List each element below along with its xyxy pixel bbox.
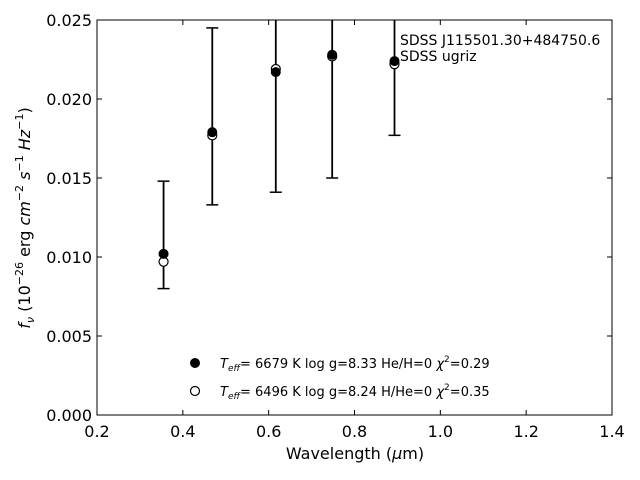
y-tick-label: 0.000 (46, 406, 92, 425)
x-tick-label: 0.6 (256, 422, 281, 441)
legend-marker-filled (190, 358, 200, 368)
model-point-filled (158, 248, 169, 259)
legend-label-2: Teff= 6496 K log g=8.24 H/He=0 χ2=0.35 (220, 383, 490, 402)
annotation-line-1: SDSS J115501.30+484750.6 (400, 33, 600, 49)
plot-frame (96, 19, 613, 416)
y-tick-label: 0.010 (46, 248, 92, 267)
model-point-filled (389, 56, 400, 67)
model-point-filled (327, 49, 338, 60)
x-tick-label: 0.8 (342, 422, 367, 441)
model-point-filled (270, 67, 281, 78)
legend-marker-open (189, 385, 201, 397)
y-tick-label: 0.020 (46, 90, 92, 109)
x-axis-label: Wavelength (μm) (286, 444, 424, 463)
error-bars (157, 20, 401, 290)
legend-label-1: Teff= 6679 K log g=8.33 He/H=0 χ2=0.29 (220, 355, 490, 374)
y-tick-label: 0.025 (46, 11, 92, 30)
y-tick-label: 0.005 (46, 327, 92, 346)
x-tick-label: 0.4 (170, 422, 195, 441)
model-point-filled (207, 127, 218, 138)
annotation-line-2: SDSS ugriz (400, 49, 477, 65)
legend: Teff= 6679 K log g=8.33 He/H=0 χ2=0.29 T… (189, 355, 490, 402)
x-tick-label: 1.0 (428, 422, 453, 441)
x-tick-label: 1.4 (599, 422, 624, 441)
y-axis-label: fν (10−26 erg cm−2 s−1 Hz−1) (13, 107, 37, 328)
data-points (158, 49, 400, 267)
x-tick-label: 0.2 (84, 422, 109, 441)
x-tick-label: 1.2 (513, 422, 538, 441)
axis-ticks: 0.2 0.4 0.6 0.8 1.0 1.2 1.4 0.000 0.005 0.010 0.01… (46, 11, 625, 441)
y-tick-label: 0.015 (46, 169, 92, 188)
